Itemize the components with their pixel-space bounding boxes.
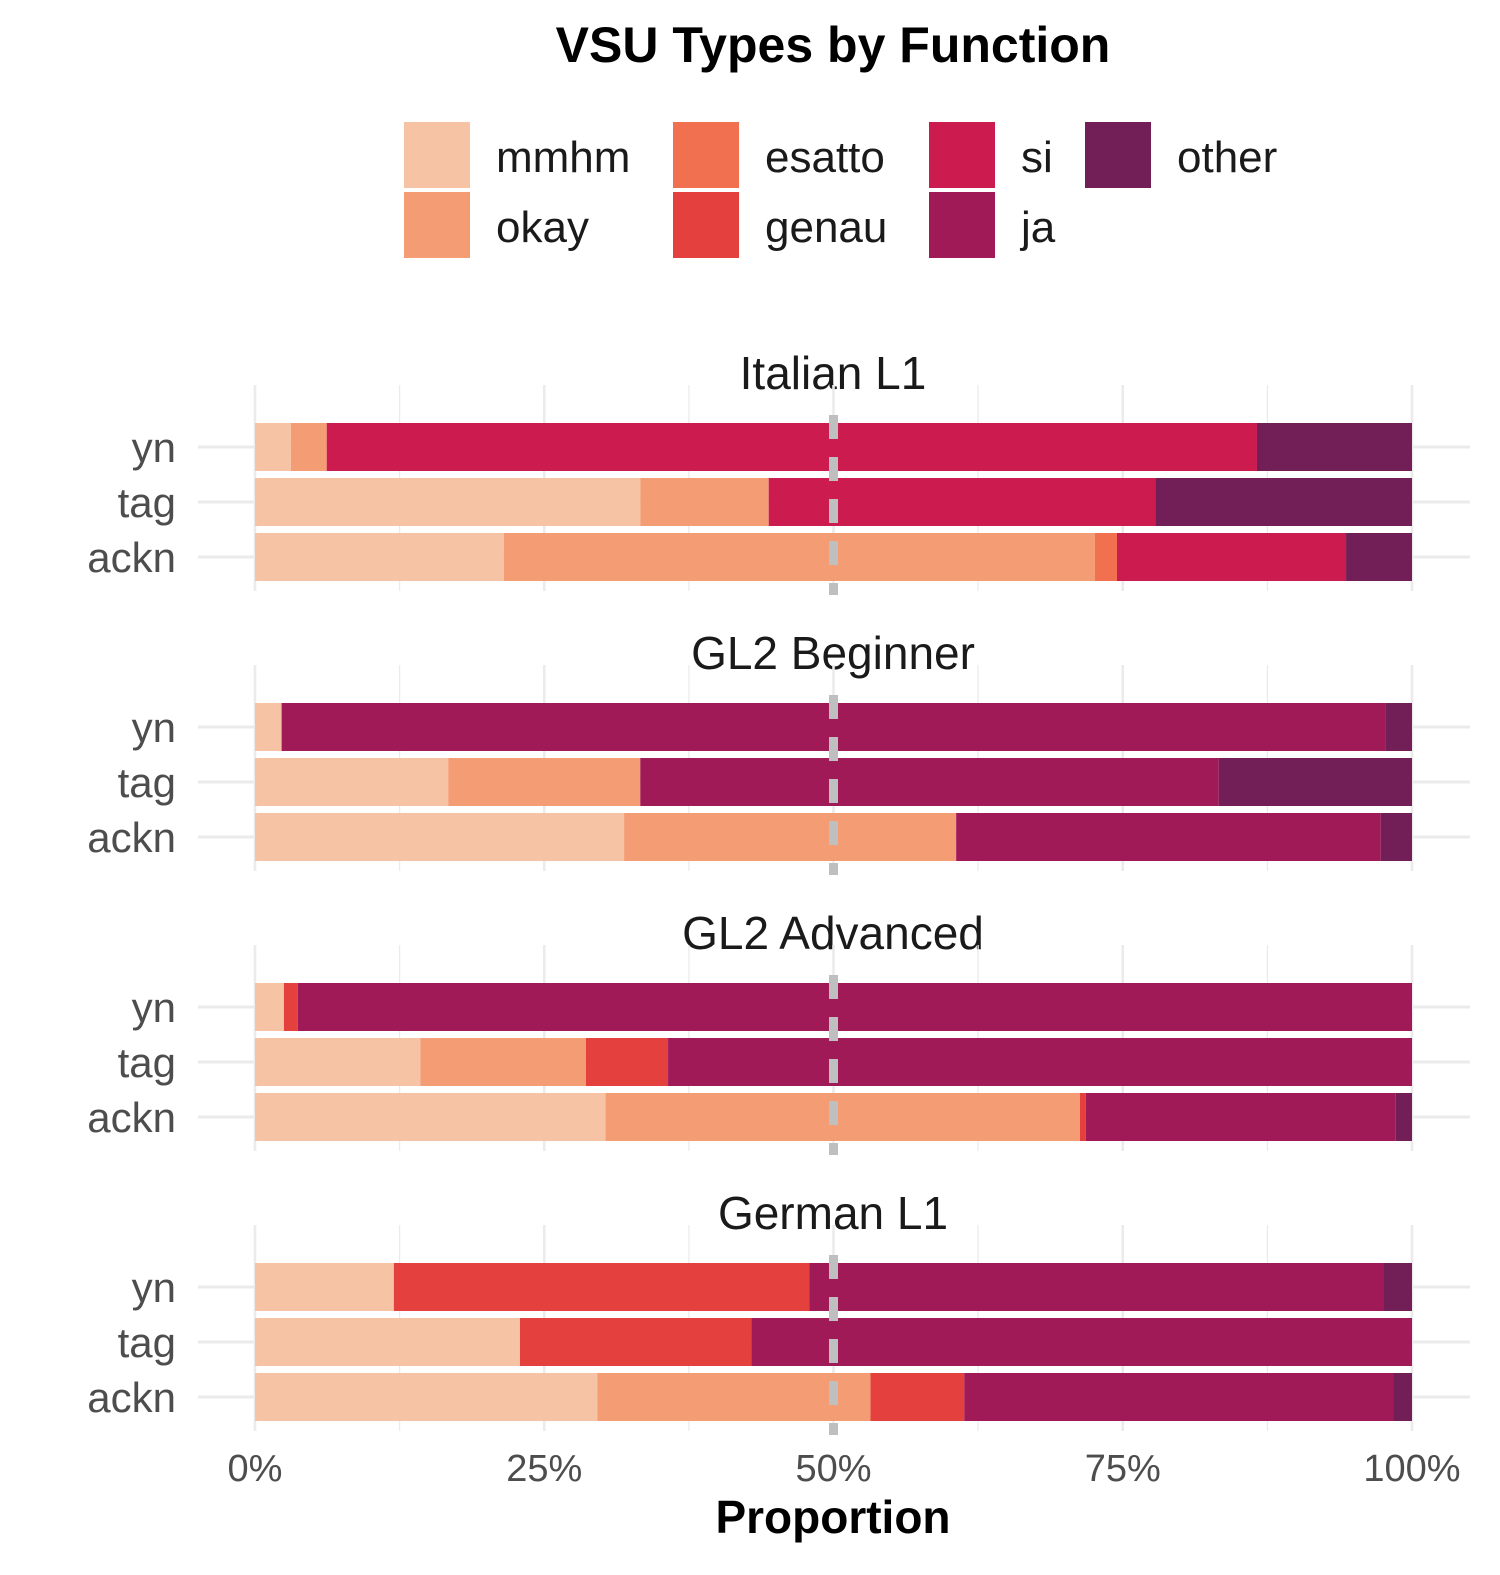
bar-segment-okay [448, 758, 641, 806]
legend-item-genau: genau [673, 192, 887, 258]
bar-segment-genau [393, 1263, 810, 1311]
bar-segment-okay [640, 478, 769, 526]
y-tick-label: yn [132, 984, 176, 1031]
bar-segment-other [1383, 1263, 1412, 1311]
x-tick-label: 25% [506, 1448, 582, 1490]
bar-segment-mmhm [255, 1373, 598, 1421]
bar-segment-ja [956, 813, 1381, 861]
x-tick-label: 0% [228, 1448, 283, 1490]
y-tick-label: yn [132, 704, 176, 751]
bar-segment-okay [624, 813, 957, 861]
bar-segment-si [768, 478, 1156, 526]
y-tick-label: ackn [87, 1094, 176, 1141]
bar-segment-other [1393, 1373, 1412, 1421]
bar-segment-ja [751, 1318, 1412, 1366]
legend-swatch-mmhm [404, 122, 470, 188]
x-tick-label: 75% [1085, 1448, 1161, 1490]
x-axis: 0% 25% 50% 75% 100% [228, 1448, 1461, 1490]
bar-segment-okay [503, 533, 1095, 581]
legend-item-esatto: esatto [673, 122, 885, 188]
legend: mmhm okay esatto genau si ja other [404, 122, 1277, 258]
bar-segment-esatto [1094, 533, 1117, 581]
chart-title: VSU Types by Function [556, 17, 1111, 73]
y-tick-label: ackn [87, 814, 176, 861]
legend-swatch-si [929, 122, 995, 188]
bar-segment-other [1346, 533, 1412, 581]
bar-segment-ja [964, 1373, 1394, 1421]
legend-item-ja: ja [929, 192, 1056, 258]
legend-label-si: si [1021, 133, 1053, 182]
legend-label-esatto: esatto [765, 133, 885, 182]
legend-item-si: si [929, 122, 1053, 188]
y-tick-label: tag [118, 1039, 176, 1086]
bar-segment-ja [668, 1038, 1412, 1086]
bar-segment-okay [605, 1093, 1080, 1141]
bar-segment-other [1380, 813, 1412, 861]
bar-segment-other [1385, 703, 1412, 751]
bar-segment-ja [297, 983, 1413, 1031]
legend-item-other: other [1085, 122, 1277, 188]
x-tick-label: 50% [795, 1448, 871, 1490]
bar-segment-genau [585, 1038, 669, 1086]
bar-segment-other [1395, 1093, 1412, 1141]
bar-segment-mmhm [255, 1038, 421, 1086]
bar-segment-mmhm [255, 758, 449, 806]
bar-segment-si [326, 423, 1257, 471]
bar-segment-okay [420, 1038, 586, 1086]
bar-segment-mmhm [255, 478, 641, 526]
legend-label-mmhm: mmhm [496, 133, 630, 182]
legend-swatch-genau [673, 192, 739, 258]
y-tick-label: yn [132, 1264, 176, 1311]
y-tick-label: ackn [87, 1374, 176, 1421]
bar-segment-mmhm [255, 1093, 606, 1141]
legend-swatch-esatto [673, 122, 739, 188]
x-tick-label: 100% [1363, 1448, 1460, 1490]
legend-label-ja: ja [1019, 203, 1056, 252]
legend-swatch-ja [929, 192, 995, 258]
bar-segment-mmhm [255, 1263, 394, 1311]
bar-segment-other [1218, 758, 1412, 806]
bar-segment-genau [519, 1318, 752, 1366]
bar-segment-mmhm [255, 703, 282, 751]
bar-segment-genau [1079, 1093, 1086, 1141]
legend-swatch-other [1085, 122, 1151, 188]
bar-segment-okay [597, 1373, 871, 1421]
y-tick-label: yn [132, 424, 176, 471]
legend-label-genau: genau [765, 203, 887, 252]
bar-segment-mmhm [255, 1318, 520, 1366]
y-tick-label: ackn [87, 534, 176, 581]
bar-segment-genau [870, 1373, 965, 1421]
legend-swatch-okay [404, 192, 470, 258]
legend-label-okay: okay [496, 203, 589, 252]
legend-label-other: other [1177, 133, 1277, 182]
y-tick-label: tag [118, 479, 176, 526]
bar-segment-mmhm [255, 423, 291, 471]
bar-segment-ja [640, 758, 1219, 806]
x-axis-label: Proportion [715, 1491, 950, 1543]
bar-segment-ja [809, 1263, 1384, 1311]
legend-item-okay: okay [404, 192, 589, 258]
y-tick-label: tag [118, 1319, 176, 1366]
bar-segment-okay [290, 423, 327, 471]
bar-segment-mmhm [255, 813, 625, 861]
bar-segment-other [1256, 423, 1412, 471]
bar-segment-si [1116, 533, 1347, 581]
legend-item-mmhm: mmhm [404, 122, 630, 188]
bar-segment-ja [1085, 1093, 1396, 1141]
bar-segment-genau [283, 983, 298, 1031]
bar-segment-mmhm [255, 533, 504, 581]
bar-segment-other [1155, 478, 1412, 526]
bar-segment-mmhm [255, 983, 284, 1031]
y-tick-label: tag [118, 759, 176, 806]
